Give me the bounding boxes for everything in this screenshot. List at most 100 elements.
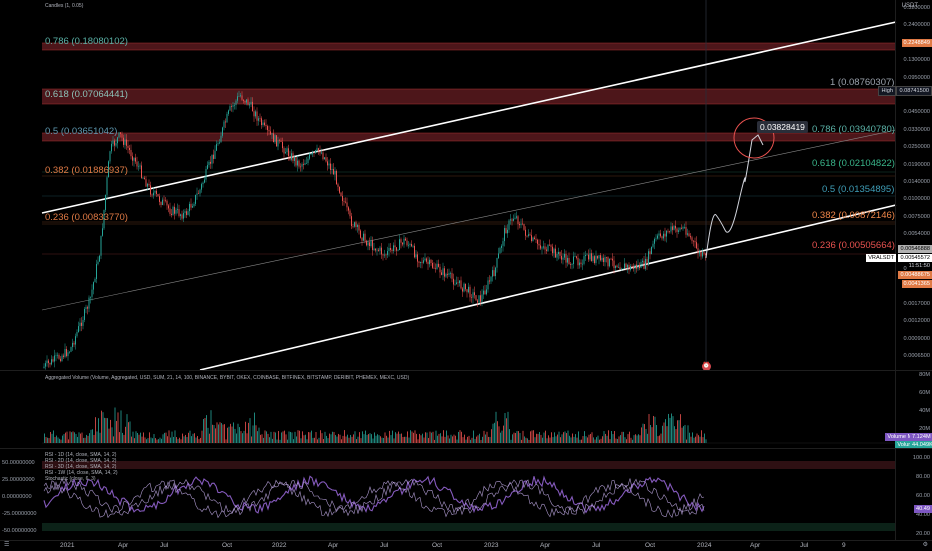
candle-body (621, 268, 622, 270)
candle-body (241, 95, 243, 100)
candle-body (153, 192, 154, 196)
volume-bar (321, 433, 323, 443)
volume-bar (501, 430, 503, 443)
volume-bar (702, 437, 704, 443)
volume-bar (392, 430, 393, 443)
price-chart-canvas[interactable] (0, 0, 932, 370)
volume-bar (404, 436, 405, 443)
volume-bar (509, 429, 510, 443)
volume-bar (585, 436, 587, 443)
candle-body (688, 233, 690, 237)
candle-body (490, 276, 492, 282)
candle-body (445, 274, 447, 277)
target-price-tag[interactable]: 0.03828419 (757, 121, 808, 133)
volume-bar (159, 437, 161, 443)
alert-icon[interactable]: ⏰ (702, 362, 711, 370)
volume-bar (219, 422, 221, 443)
candle-body (109, 151, 111, 162)
candle-body (420, 261, 421, 263)
rsi-left-tick: -50.00000000 (2, 528, 37, 534)
volume-bar (375, 435, 377, 443)
volume-bar (171, 431, 173, 443)
volume-bar (590, 433, 591, 443)
volume-bar (453, 434, 455, 443)
candle-body (570, 264, 571, 265)
volume-bar (395, 432, 396, 443)
candle-body (64, 349, 66, 357)
candle-body (177, 209, 178, 210)
volume-bar (131, 436, 132, 443)
volume-bar (426, 432, 428, 443)
volume-bar (521, 439, 522, 443)
volume-bar (75, 433, 77, 443)
candle-body (54, 355, 55, 362)
candle-body (450, 273, 451, 274)
volume-bar (576, 437, 578, 443)
candle-body (115, 143, 117, 146)
time-axis-label: Oct (432, 542, 443, 549)
volume-bar (336, 436, 338, 443)
volume-bar (462, 437, 464, 443)
candle-body (76, 332, 78, 337)
orange-price-box-3: 0.0041365 (901, 280, 932, 288)
candle-body (234, 104, 235, 106)
candle-body (120, 132, 121, 134)
candle-body (663, 233, 664, 239)
candle-body (186, 211, 187, 215)
candle-body (577, 257, 579, 266)
candle-body (90, 296, 91, 298)
volume-bar (180, 439, 182, 443)
candle-body (127, 145, 129, 148)
rsi-legend: RSI - 1D (14, close, SMA, 14, 2) RSI - 2D… (45, 452, 118, 482)
volume-bar (479, 433, 480, 443)
candle-body (232, 105, 234, 107)
volume-pane[interactable]: Aggregated Volume (Volume, Aggregated, U… (0, 370, 932, 449)
candle-body (579, 262, 580, 266)
volume-bar (116, 421, 117, 443)
volume-bar (452, 436, 453, 443)
settings-icon[interactable]: ⚙ (922, 542, 928, 548)
volume-bar (704, 433, 705, 443)
volume-bar (471, 437, 473, 443)
pane-collapse-icon[interactable]: ☰ (4, 542, 10, 548)
volume-bar (467, 436, 468, 443)
volume-bar (300, 438, 302, 443)
volume-bar (66, 431, 68, 443)
candle-body (465, 283, 466, 290)
candle-body (394, 245, 396, 248)
volume-bar (212, 424, 213, 443)
volume-value: 44.049K (910, 441, 932, 449)
candle-body (682, 227, 684, 229)
candle-body (342, 195, 343, 201)
price-axis-tick: 0.0006500 (903, 353, 930, 359)
candle-body (502, 241, 504, 246)
volume-bar (200, 437, 201, 443)
volume-bar (144, 437, 146, 443)
volume-bar (255, 425, 257, 443)
time-axis[interactable]: 2021 Apr Jul Oct 2022 Apr Jul Oct 2023 Apr Jul Oct 2… (0, 540, 932, 551)
rsi-axis[interactable]: 100.00 80.00 60.00 40.00 20.00 (895, 449, 932, 541)
rsi-value-box: 40.49 (914, 505, 932, 513)
volume-bar (246, 433, 248, 443)
volume-bar (533, 430, 534, 443)
candle-body (73, 342, 75, 345)
volume-axis-tick: 80M (919, 372, 930, 378)
rsi-pane[interactable]: RSI - 1D (14, close, SMA, 14, 2) RSI - 2D… (0, 448, 932, 541)
time-axis-label: Oct (645, 542, 656, 549)
candle-body (705, 253, 706, 256)
candle-body (261, 118, 262, 126)
volume-bar (296, 436, 297, 443)
volume-axis[interactable]: 80M 60M 40M 20M (895, 371, 932, 449)
volume-bar (191, 436, 192, 443)
candle-body (298, 160, 300, 167)
price-axis[interactable]: 0.32000000.24000000.18000000.13000000.09… (895, 0, 932, 370)
candle-body (531, 235, 532, 241)
candle-body (430, 259, 432, 263)
candle-body (79, 322, 81, 327)
candle-body (444, 268, 445, 277)
volume-bar (84, 437, 86, 443)
volume-bar (326, 435, 327, 443)
candle-body (568, 257, 570, 265)
rsi-left-tick: 25.00000000 (2, 477, 35, 483)
price-chart-pane[interactable]: Candles (1, 0.05) USDT 0.786 (0.18080102… (0, 0, 932, 370)
